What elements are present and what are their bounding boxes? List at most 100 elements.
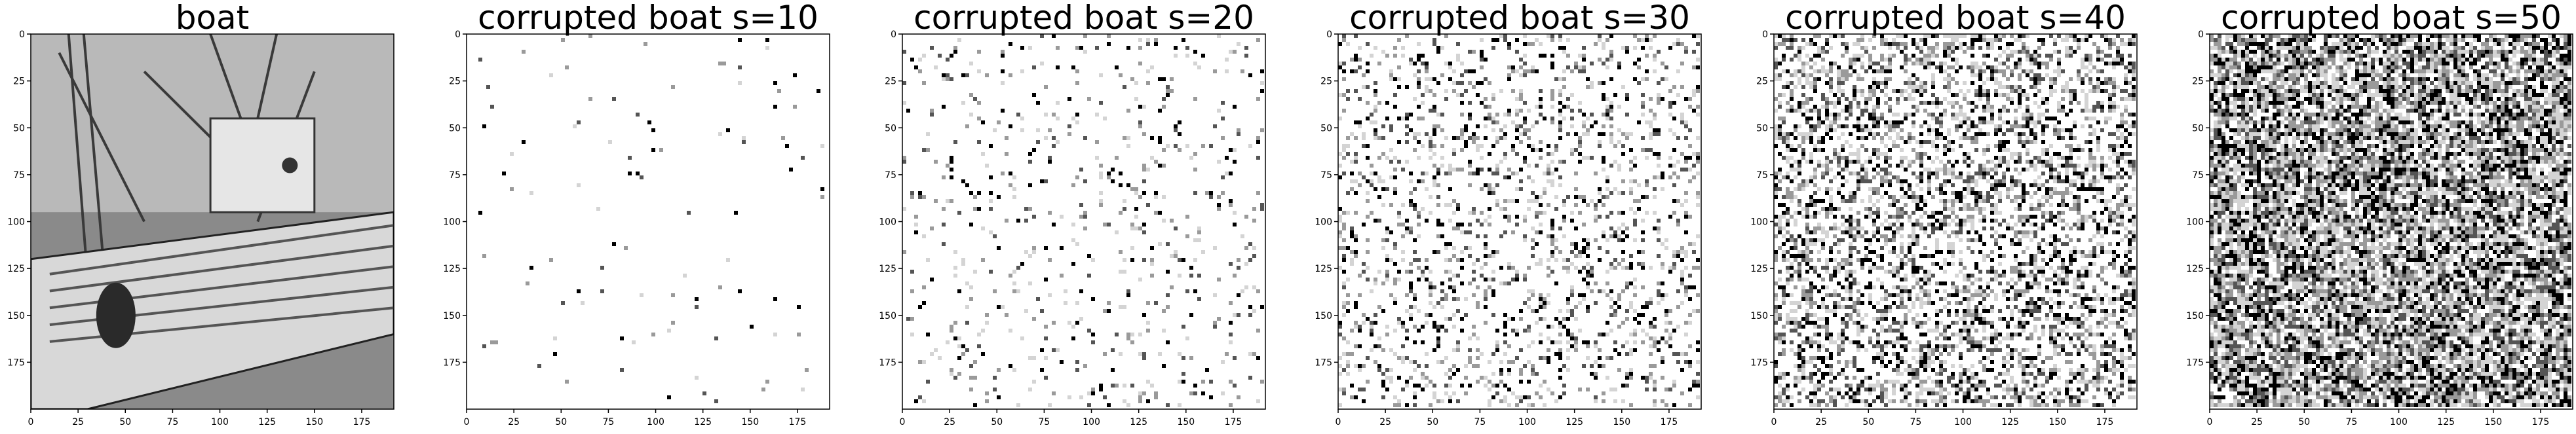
noise-pixel — [2092, 175, 2096, 179]
noise-pixel — [1892, 199, 1896, 203]
noise-pixel — [2041, 203, 2045, 207]
noise-pixel — [1107, 309, 1111, 313]
noise-pixel — [961, 352, 965, 356]
noise-pixel — [2037, 117, 2041, 120]
x-tick-label: 100 — [211, 417, 229, 427]
noise-pixel — [1633, 219, 1637, 223]
noise-pixel — [1853, 199, 1856, 203]
noise-pixel — [2026, 69, 2029, 73]
noise-pixel — [1488, 278, 1491, 281]
noise-pixel — [1696, 203, 1700, 207]
noise-pixel — [1448, 65, 1452, 69]
noise-pixel — [1566, 348, 1570, 352]
noise-pixel — [1970, 187, 1974, 191]
noise-pixel — [2026, 124, 2029, 128]
noise-pixel — [1432, 164, 1436, 168]
noise-pixel — [1915, 58, 1919, 62]
noise-pixel — [1841, 215, 1845, 219]
noise-pixel — [651, 148, 655, 152]
noise-pixel — [1464, 140, 1468, 144]
noise-pixel — [1825, 117, 1829, 120]
noise-pixel — [1845, 199, 1849, 203]
noise-pixel — [1409, 128, 1413, 132]
noise-pixel — [820, 144, 824, 148]
noise-pixel — [2116, 124, 2120, 128]
noise-pixel — [1531, 238, 1535, 242]
noise-pixel — [1821, 172, 1825, 175]
noise-pixel — [1817, 46, 1821, 50]
noise-pixel — [1935, 34, 1939, 38]
noise-pixel — [1927, 168, 1931, 172]
noise-pixel — [2010, 42, 2014, 46]
noise-pixel — [1197, 65, 1201, 69]
noise-pixel — [1425, 321, 1429, 325]
noise-pixel — [1935, 246, 1939, 250]
noise-pixel — [1645, 376, 1649, 380]
noise-pixel — [1507, 65, 1511, 69]
noise-pixel — [1091, 333, 1095, 336]
noise-pixel — [1974, 183, 1978, 187]
noise-pixel — [577, 289, 581, 293]
noise-pixel — [1809, 42, 1813, 46]
noise-pixel — [942, 77, 946, 81]
noise-pixel — [1900, 42, 1904, 46]
noise-pixel — [1115, 156, 1119, 160]
noise-pixel — [2045, 109, 2049, 113]
noise-pixel — [1794, 85, 1797, 89]
noise-pixel — [1594, 203, 1598, 207]
noise-pixel — [2069, 54, 2073, 58]
noise-pixel — [1381, 309, 1385, 313]
noise-pixel — [1409, 285, 1413, 289]
noise-pixel — [1884, 219, 1888, 223]
noise-pixel — [2077, 144, 2081, 148]
noise-pixel — [1123, 258, 1126, 262]
noise-pixel — [1358, 58, 1362, 62]
noise-pixel — [1876, 199, 1880, 203]
noise-pixel — [1959, 172, 1963, 175]
noise-pixel — [1943, 42, 1947, 46]
noise-pixel — [2006, 120, 2010, 124]
noise-pixel — [902, 81, 906, 85]
noise-pixel — [1440, 360, 1444, 364]
noise-pixel — [997, 305, 1001, 309]
noise-pixel — [2069, 77, 2073, 81]
noise-pixel — [1959, 42, 1963, 46]
noise-pixel — [2018, 77, 2022, 81]
noise-pixel — [1488, 105, 1491, 109]
noise-pixel — [1967, 230, 1970, 234]
noise-pixel — [1774, 250, 1778, 254]
noise-pixel — [1931, 62, 1935, 65]
noise-pixel — [1837, 117, 1841, 120]
noise-pixel — [1935, 117, 1939, 120]
noise-pixel — [1170, 219, 1174, 223]
noise-pixel — [902, 101, 906, 105]
noise-pixel — [1539, 305, 1543, 309]
noise-pixel — [612, 242, 616, 246]
noise-pixel — [961, 262, 965, 266]
noise-pixel — [1178, 120, 1182, 124]
noise-pixel — [2018, 203, 2022, 207]
noise-pixel — [1221, 136, 1225, 140]
noise-pixel — [1146, 321, 1150, 325]
noise-pixel — [1476, 144, 1480, 148]
y-tick-label: 25 — [449, 77, 461, 87]
noise-pixel — [1436, 223, 1440, 226]
noise-pixel — [1629, 352, 1633, 356]
noise-pixel — [2128, 132, 2132, 136]
noise-pixel — [1774, 42, 1778, 46]
noise-pixel — [522, 140, 526, 144]
noise-pixel — [950, 54, 953, 58]
noise-pixel — [1366, 356, 1370, 360]
noise-pixel — [1998, 81, 2002, 85]
noise-pixel — [2029, 113, 2033, 117]
noise-pixel — [1233, 211, 1237, 215]
noise-pixel — [1491, 93, 1495, 97]
noise-pixel — [1657, 340, 1661, 344]
noise-pixel — [2065, 85, 2069, 89]
noise-pixel — [1099, 164, 1103, 168]
noise-pixel — [1959, 219, 1963, 223]
noise-pixel — [1570, 109, 1574, 113]
noise-pixel — [2088, 62, 2092, 65]
noise-pixel — [1609, 101, 1613, 105]
noise-pixel — [1476, 136, 1480, 140]
